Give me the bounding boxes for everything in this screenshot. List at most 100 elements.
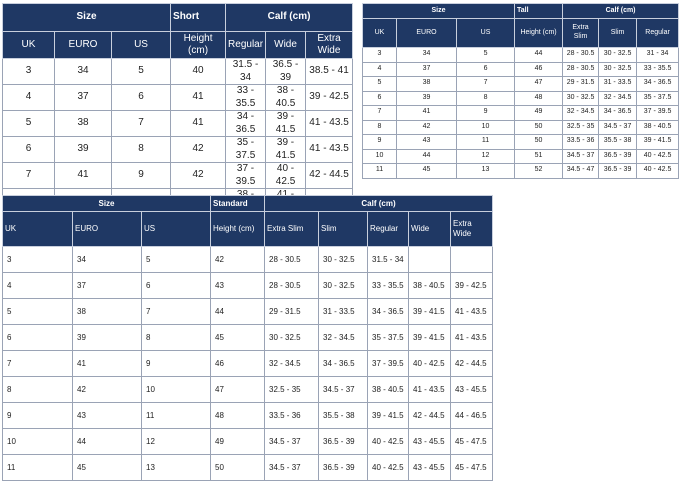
table-cell: 38 (396, 76, 457, 92)
table-cell: 51 (514, 148, 564, 164)
table-cell: 29 - 31.5 (264, 298, 320, 325)
table-cell (450, 246, 494, 273)
column-header: UK (362, 18, 397, 48)
table-cell: 44 (514, 47, 564, 63)
table-cell: 30 - 32.5 (598, 61, 638, 77)
group-header: Standard (210, 195, 266, 212)
table-cell: 48 (210, 402, 266, 429)
column-header: Regular (636, 18, 680, 48)
data-row: 4 37 6 46 28 - 30.5 30 - 32.5 33 - 35.5 (362, 61, 680, 77)
table-cell: 7 (110, 110, 172, 137)
table-cell: 48 (514, 90, 564, 106)
table-cell: 40 - 42.5 (367, 428, 410, 455)
group-header: Calf (cm) (264, 195, 494, 212)
table-cell: 33 - 35.5 (225, 84, 267, 111)
data-row: 5 38 7 44 29 - 31.5 31 - 33.5 34 - 36.5 39 - 41… (2, 298, 494, 325)
table-cell: 11 (455, 134, 516, 150)
table-cell: 41 - 43.5 (450, 324, 494, 351)
column-header: UK (2, 211, 73, 247)
data-row: 10 44 12 51 34.5 - 37 36.5 - 39 40 - 42.5 (362, 148, 680, 164)
table-cell: 29 - 31.5 (562, 76, 600, 92)
table-cell: 30 - 32.5 (598, 47, 638, 63)
table-cell: 39 (72, 324, 142, 351)
table-cell: 38.5 - 41 (305, 58, 354, 85)
table-cell: 50 (514, 119, 564, 135)
table-cell: 28 - 30.5 (562, 47, 600, 63)
size-table: Size Short Calf (cm) UK EURO US Height (cm) Reg… (1, 3, 354, 215)
table-cell: 39 - 41.5 (265, 136, 307, 163)
table-cell: 43 - 45.5 (408, 428, 452, 455)
table-cell: 9 (140, 350, 212, 377)
column-header: US (455, 18, 516, 48)
column-header: Height (cm) (170, 31, 227, 59)
table-cell: 4 (2, 272, 73, 299)
table-cell: 31 - 33.5 (318, 298, 369, 325)
data-row: 4 37 6 43 28 - 30.5 30 - 32.5 33 - 35.5 38 - 40… (2, 272, 494, 299)
table-cell: 8 (110, 136, 172, 163)
data-row: 3 34 5 40 31.5 - 34 36.5 - 39 38.5 - 41 (2, 58, 354, 85)
table-cell: 32.5 - 35 (562, 119, 600, 135)
table-cell: 34.5 - 37 (318, 376, 369, 403)
column-header: Slim (318, 211, 369, 247)
table-cell: 40 - 42.5 (636, 163, 680, 179)
table-cell: 32 - 34.5 (264, 350, 320, 377)
column-header: US (110, 31, 172, 59)
group-header-row: Size Short Calf (cm) (1, 3, 354, 32)
table-cell: 39 - 41.5 (408, 324, 452, 351)
table-cell: 42 - 44.5 (450, 350, 494, 377)
table-cell: 38 - 40.5 (408, 272, 452, 299)
table-cell: 44 - 46.5 (450, 402, 494, 429)
table-cell: 42 (170, 136, 227, 163)
table-cell: 44 (72, 428, 142, 455)
table-cell: 9 (362, 134, 397, 150)
data-row: 5 38 7 41 34 - 36.5 39 - 41.5 41 - 43.5 (2, 110, 354, 137)
table-cell: 34.5 - 37 (264, 454, 320, 481)
table-cell: 38 (54, 110, 112, 137)
table-cell: 5 (362, 76, 397, 92)
table-cell: 34 (54, 58, 112, 85)
table-cell: 34 - 36.5 (367, 298, 410, 325)
table-cell: 42 (72, 376, 142, 403)
table-cell: 35 - 37.5 (225, 136, 267, 163)
table-cell: 36.5 - 39 (598, 148, 638, 164)
size-table: Size Standard Calf (cm) UK EURO US Height (cm)… (1, 195, 494, 481)
table-cell: 10 (455, 119, 516, 135)
table-cell: 8 (455, 90, 516, 106)
table-cell: 34.5 - 47 (562, 163, 600, 179)
data-row: 7 41 9 42 37 - 39.5 40 - 42.5 42 - 44.5 (2, 162, 354, 189)
table-cell: 36.5 - 39 (318, 454, 369, 481)
column-header: Wide (408, 211, 452, 247)
group-header: Calf (cm) (562, 3, 680, 19)
table-cell: 3 (2, 58, 55, 85)
table-cell: 39 - 41.5 (636, 134, 680, 150)
table-cell: 3 (362, 47, 397, 63)
table-cell: 10 (2, 428, 73, 455)
group-header: Size (1, 3, 172, 32)
table-cell: 7 (455, 76, 516, 92)
table-cell: 49 (210, 428, 266, 455)
table-cell: 41 (170, 84, 227, 111)
header-row: UK EURO US Height (cm) Extra Slim Slim Regular (362, 18, 680, 48)
table-cell: 38 - 40.5 (265, 84, 307, 111)
table-cell: 46 (210, 350, 266, 377)
table-cell: 41 (396, 105, 457, 121)
table-cell: 42 - 44.5 (408, 402, 452, 429)
table-cell: 34 (72, 246, 142, 273)
table-cell: 33.5 - 36 (562, 134, 600, 150)
table-cell: 45 (396, 163, 457, 179)
table-cell: 31.5 - 34 (225, 58, 267, 85)
table-cell: 7 (140, 298, 212, 325)
table-cell: 6 (362, 90, 397, 106)
column-header: Regular (225, 31, 267, 59)
table-cell: 7 (2, 350, 73, 377)
table-cell: 33 - 35.5 (636, 61, 680, 77)
table-cell: 40 - 42.5 (367, 454, 410, 481)
table-cell: 39 - 41.5 (265, 110, 307, 137)
table-cell: 30 - 32.5 (318, 272, 369, 299)
data-row: 7 41 9 49 32 - 34.5 34 - 36.5 37 - 39.5 (362, 105, 680, 121)
data-row: 6 39 8 48 30 - 32.5 32 - 34.5 35 - 37.5 (362, 90, 680, 106)
column-header: Extra Wide (450, 211, 494, 247)
table-cell: 40 (170, 58, 227, 85)
table-cell: 35.5 - 38 (318, 402, 369, 429)
